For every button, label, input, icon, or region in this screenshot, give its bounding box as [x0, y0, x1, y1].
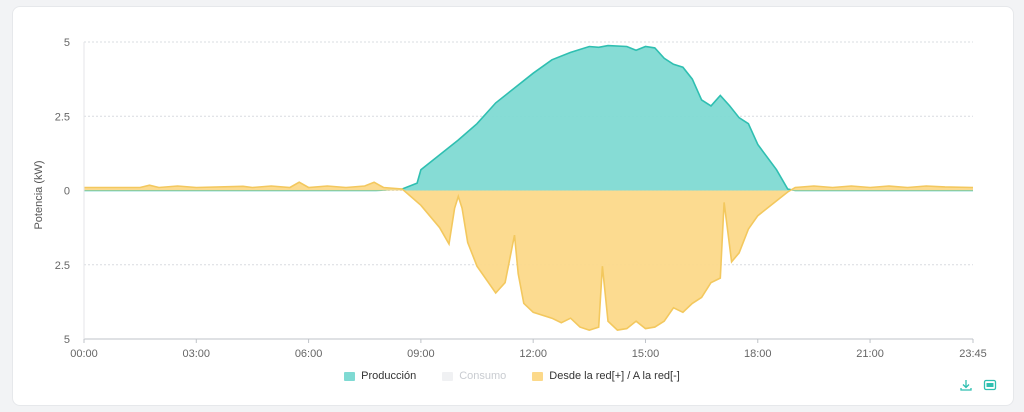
x-tick-label: 23:45 [959, 348, 987, 360]
legend-label: Consumo [459, 370, 507, 382]
x-tick-label: 03:00 [183, 348, 211, 360]
x-tick-label: 06:00 [295, 348, 323, 360]
legend-item-consumo[interactable]: Consumo [442, 370, 506, 382]
chart-legend: Producción Consumo Desde la red[+] / A l… [0, 370, 1024, 382]
legend-item-produccion[interactable]: Producción [344, 370, 416, 382]
y-axis-label: Potencia (kW) [33, 160, 45, 229]
legend-label: Desde la red[+] / A la red[-] [549, 370, 680, 382]
legend-swatch [532, 371, 544, 381]
legend-swatch [442, 371, 454, 381]
save-image-icon[interactable] [983, 378, 997, 392]
y-tick-label: 5 [64, 37, 70, 49]
x-tick-label: 21:00 [856, 348, 884, 360]
area-2 [84, 182, 973, 331]
x-tick-label: 18:00 [744, 348, 772, 360]
legend-label: Producción [361, 370, 417, 382]
series-line-0 [84, 44, 973, 192]
area-0 [84, 45, 973, 191]
x-tick-label: 15:00 [632, 348, 660, 360]
legend-item-red[interactable]: Desde la red[+] / A la red[-] [532, 370, 680, 382]
x-tick-label: 09:00 [407, 348, 435, 360]
y-tick-label: 2.5 [55, 260, 70, 272]
y-tick-label: 0 [64, 186, 70, 198]
legend-swatch [344, 371, 356, 381]
y-tick-label: 5 [64, 334, 70, 346]
chart-areas [84, 44, 974, 331]
x-tick-label: 12:00 [519, 348, 547, 360]
x-tick-label: 00:00 [70, 348, 98, 360]
y-tick-label: 2.5 [55, 111, 70, 123]
series-line-2 [84, 181, 974, 331]
download-icon[interactable] [959, 378, 973, 392]
